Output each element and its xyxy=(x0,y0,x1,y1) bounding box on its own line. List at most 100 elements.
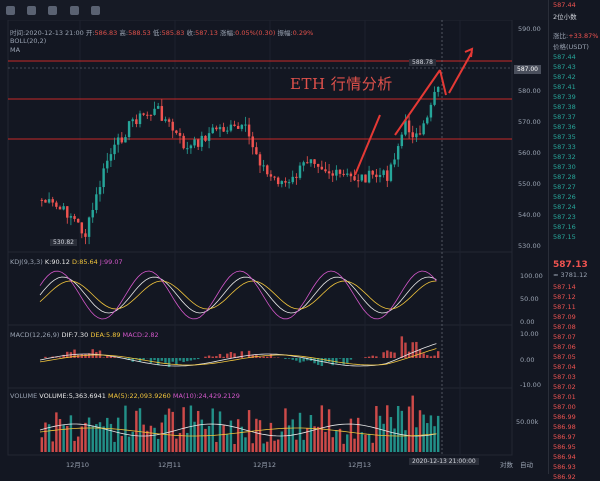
indicator-icon[interactable] xyxy=(27,6,36,15)
volume-bar xyxy=(288,425,290,452)
order-book-row[interactable]: 586.92 xyxy=(553,473,576,481)
volume-bar xyxy=(284,408,286,452)
settings-icon[interactable] xyxy=(48,6,57,15)
macd-histogram-bar xyxy=(215,356,217,358)
macd-histogram-bar xyxy=(208,356,210,358)
order-book-row[interactable]: 587.16 xyxy=(553,223,576,231)
order-book-row[interactable]: 587.33 xyxy=(553,143,576,151)
price-tick: 590.00 xyxy=(518,25,541,33)
decimals-select[interactable]: 2位小数 xyxy=(553,11,577,21)
order-book-row[interactable]: 587.26 xyxy=(553,193,576,201)
order-book-row[interactable]: 587.04 xyxy=(553,363,576,371)
fullscreen-icon[interactable] xyxy=(70,6,79,15)
order-book-row[interactable]: 587.12 xyxy=(553,293,576,301)
volume-bar xyxy=(401,411,403,452)
order-book-row[interactable]: 587.03 xyxy=(553,373,576,381)
volume-bar xyxy=(393,428,395,452)
candle-body xyxy=(310,159,312,163)
order-book-row[interactable]: 587.41 xyxy=(553,83,576,91)
macd-histogram-bar xyxy=(59,357,61,358)
volume-bar xyxy=(292,419,294,452)
macd-histogram-bar xyxy=(266,357,268,358)
candle-type-icon[interactable] xyxy=(6,6,15,15)
order-book-row[interactable]: 587.15 xyxy=(553,233,576,241)
volume-bar xyxy=(372,443,374,452)
volume-bar xyxy=(353,439,355,452)
order-book-row[interactable]: 587.42 xyxy=(553,73,576,81)
volume-bar xyxy=(339,429,341,452)
change-value: +33.87% xyxy=(568,32,598,40)
macd-histogram-bar xyxy=(364,357,366,358)
volume-bar xyxy=(302,440,304,452)
log-scale-toggle[interactable]: 对数 xyxy=(500,459,513,469)
order-book-row[interactable]: 587.39 xyxy=(553,93,576,101)
volume-bar xyxy=(368,434,370,452)
macd-histogram-bar xyxy=(390,352,392,358)
volume-bar xyxy=(182,407,184,452)
candle-body xyxy=(252,136,254,147)
volume-bar xyxy=(226,434,228,452)
volume-bar xyxy=(84,423,86,452)
macd-histogram-bar xyxy=(193,358,195,360)
order-book-row[interactable]: 587.30 xyxy=(553,163,576,171)
current-price-box: 587.00 xyxy=(514,65,541,74)
order-book-row[interactable]: 586.94 xyxy=(553,453,576,461)
candle-body xyxy=(372,171,374,175)
candle-body xyxy=(328,171,330,173)
order-book-row[interactable]: 587.07 xyxy=(553,333,576,341)
volume-label[interactable]: VOLUME VOLUME:5,363.6941 MA(5):22,093.92… xyxy=(10,392,240,400)
candle-body xyxy=(313,159,315,164)
candle-body xyxy=(382,170,384,175)
order-book-row[interactable]: 586.99 xyxy=(553,413,576,421)
order-book-row[interactable]: 586.95 xyxy=(553,443,576,451)
order-book-row[interactable]: 587.35 xyxy=(553,133,576,141)
order-book-row[interactable]: 587.11 xyxy=(553,303,576,311)
order-book-row[interactable]: 587.44 xyxy=(553,53,576,61)
candle-body xyxy=(390,164,392,180)
auto-scale-toggle[interactable]: 自动 xyxy=(520,459,533,469)
order-book-row[interactable]: 587.02 xyxy=(553,383,576,391)
order-book-row[interactable]: 587.05 xyxy=(553,353,576,361)
volume-bar xyxy=(190,406,192,452)
order-book-row[interactable]: 587.00 xyxy=(553,403,576,411)
order-book-row[interactable]: 586.98 xyxy=(553,423,576,431)
order-book-row[interactable]: 587.24 xyxy=(553,203,576,211)
order-book-row[interactable]: 587.32 xyxy=(553,153,576,161)
candle-body xyxy=(201,136,203,147)
order-book-row[interactable]: 587.28 xyxy=(553,173,576,181)
order-book-row[interactable]: 587.37 xyxy=(553,113,576,121)
kdj-label[interactable]: KDJ(9,3,3) K:90.12 D:85.64 J:99.07 xyxy=(10,258,123,266)
candle-body xyxy=(146,115,148,116)
order-book-row[interactable]: 587.01 xyxy=(553,393,576,401)
order-book-row[interactable]: 587.09 xyxy=(553,313,576,321)
order-book-row[interactable]: 587.08 xyxy=(553,323,576,331)
candle-body xyxy=(41,200,43,201)
volume-bar xyxy=(88,418,90,452)
macd-histogram-bar xyxy=(292,358,294,360)
candle-body xyxy=(288,182,290,183)
order-book-row[interactable]: 587.23 xyxy=(553,213,576,221)
order-book-row[interactable]: 587.36 xyxy=(553,123,576,131)
candle-body xyxy=(375,175,377,177)
macd-label[interactable]: MACD(12,26,9) DIF:7.30 DEA:5.89 MACD:2.8… xyxy=(10,331,159,339)
volume-bar xyxy=(52,441,54,452)
candle-body xyxy=(55,203,57,207)
volume-bar xyxy=(175,439,177,452)
camera-icon[interactable] xyxy=(91,6,100,15)
candle-body xyxy=(190,145,192,148)
order-book-row[interactable]: 586.93 xyxy=(553,463,576,471)
candle-body xyxy=(233,125,235,126)
order-book-row[interactable]: 587.06 xyxy=(553,343,576,351)
order-book-row[interactable]: 587.38 xyxy=(553,103,576,111)
order-book-row[interactable]: 586.97 xyxy=(553,433,576,441)
macd-histogram-bar xyxy=(182,358,184,362)
ma-label[interactable]: MA xyxy=(10,46,20,54)
boll-label[interactable]: BOLL(20,2) xyxy=(10,37,46,45)
candle-body xyxy=(99,187,101,194)
volume-bar xyxy=(139,408,141,452)
order-book-row[interactable]: 587.14 xyxy=(553,283,576,291)
order-book-row[interactable]: 587.27 xyxy=(553,183,576,191)
order-book-row[interactable]: 587.43 xyxy=(553,63,576,71)
candle-body xyxy=(113,145,115,154)
